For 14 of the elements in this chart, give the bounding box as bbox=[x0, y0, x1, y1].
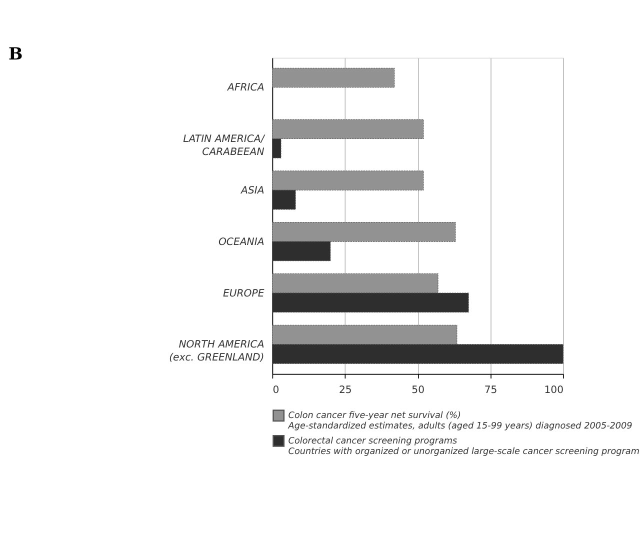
legend-label: Colon cancer five-year net survival (%) Age-standardized estimates, adults (aged 15-99 years) diagnosed 2005-2009 bbox=[287, 411, 633, 432]
x-tick-label: 75 bbox=[484, 384, 498, 396]
legend-label: Colorectal cancer screening programs Countries with organized or unorganized large-scale cancer screening program bbox=[288, 436, 640, 457]
y-tick-label: LATIN AMERICA/ CARABEEAN bbox=[183, 134, 266, 158]
x-tick-label: 25 bbox=[338, 384, 352, 396]
text: B bbox=[8, 43, 23, 64]
y-tick-label: EUROPE bbox=[222, 288, 265, 300]
x-tick-label: 100 bbox=[544, 384, 564, 396]
y-tick-label: AFRICA bbox=[226, 82, 264, 94]
y-tick-label: NORTH AMERICA (exc. GREENLAND) bbox=[169, 340, 264, 364]
y-tick-label: ASIA bbox=[240, 186, 264, 197]
y-tick-label: OCEANIA bbox=[218, 236, 264, 248]
x-tick-label: 0 bbox=[272, 384, 280, 396]
x-tick-label: 50 bbox=[412, 384, 425, 396]
